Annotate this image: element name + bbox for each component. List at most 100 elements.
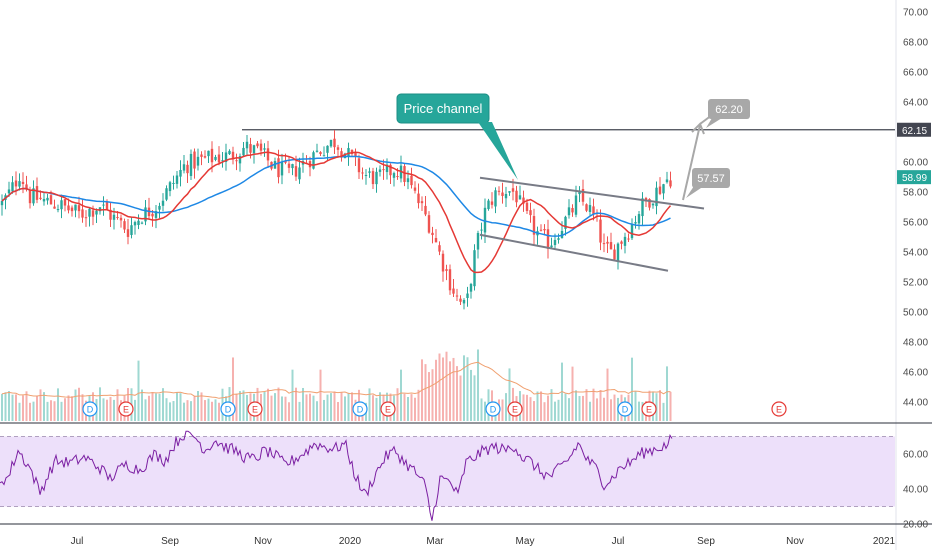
candle-body	[462, 300, 466, 304]
candle-body	[438, 245, 441, 252]
volume-bar	[18, 402, 21, 421]
earnings-marker	[771, 401, 787, 417]
candle-body	[182, 164, 186, 171]
candle-body	[95, 210, 98, 215]
volume-bar	[197, 390, 199, 421]
volume-bar	[281, 396, 283, 421]
volume-bar	[323, 399, 325, 421]
candle-body	[98, 207, 102, 212]
target-label-57-pointer	[686, 186, 704, 198]
candle-body	[469, 283, 473, 292]
volume-bar	[463, 355, 465, 421]
volume-bar	[316, 401, 318, 421]
rsi-tick-label: 20.00	[903, 520, 928, 531]
volume-bar	[592, 388, 595, 421]
candle-body	[280, 161, 284, 176]
candle-body	[210, 148, 214, 163]
volume-bar	[666, 366, 668, 421]
volume-bar	[312, 395, 315, 421]
candle-body	[441, 253, 445, 272]
time-tick-label: Mar	[426, 536, 444, 547]
candle-body	[18, 181, 21, 187]
candle-body	[112, 214, 116, 220]
volume-bar	[106, 399, 108, 421]
candle-body	[529, 210, 532, 216]
candle-body	[662, 184, 665, 194]
candle-body	[291, 164, 294, 169]
volume-bar	[29, 402, 31, 421]
candle-body	[63, 199, 67, 206]
candle-body	[49, 195, 53, 205]
volume-bar	[246, 394, 248, 421]
candle-body	[546, 229, 550, 249]
candle-body	[294, 166, 298, 177]
candle-body	[455, 295, 459, 297]
candle-body	[126, 229, 130, 237]
price-tick-label: 52.00	[903, 278, 928, 289]
candle-body	[42, 198, 46, 202]
earnings-marker-label: E	[512, 405, 518, 415]
volume-bar	[508, 368, 511, 421]
volume-bar	[193, 396, 196, 421]
time-tick-label: May	[516, 536, 535, 547]
price-tick-label: 64.00	[903, 98, 928, 109]
volume-bar	[417, 389, 420, 421]
candle-body	[599, 219, 602, 243]
volume-bar	[270, 395, 273, 421]
candle-body	[336, 147, 340, 150]
candle-body	[266, 148, 270, 161]
candle-body	[193, 151, 196, 169]
candle-body	[364, 175, 368, 177]
volume-bar	[603, 397, 605, 421]
volume-bar	[144, 399, 147, 421]
volume-bar	[288, 402, 290, 421]
candle-body	[592, 206, 595, 215]
candle-body	[224, 152, 228, 163]
candle-body	[564, 216, 567, 229]
volume-bar	[277, 387, 280, 421]
volume-bar	[218, 402, 220, 421]
candle-body	[21, 181, 25, 185]
candle-body	[609, 242, 613, 250]
volume-bar	[302, 387, 304, 421]
candle-body	[46, 197, 49, 201]
current-price-text: 58.99	[902, 173, 927, 184]
channel-lower-line	[479, 233, 669, 272]
volume-bar	[298, 401, 301, 421]
candle-body	[189, 153, 193, 176]
volume-bar	[585, 389, 588, 421]
volume-bar	[571, 366, 574, 421]
dividend-marker	[485, 401, 501, 417]
volume-bar	[330, 393, 332, 421]
time-tick-label: Nov	[254, 536, 272, 547]
volume-bar	[8, 391, 10, 421]
target-label-62-pointer	[706, 118, 722, 128]
candle-body	[459, 298, 462, 302]
candle-body	[245, 141, 249, 149]
volume-bar	[568, 398, 570, 421]
volume-bar	[71, 396, 73, 421]
candle-body	[102, 204, 105, 206]
candle-body	[11, 182, 14, 192]
candle-body	[378, 169, 382, 172]
earnings-marker-label: E	[385, 405, 391, 415]
volume-bar	[155, 393, 157, 421]
candle-body	[315, 150, 319, 152]
candle-body	[350, 149, 354, 154]
time-tick-label: 2021	[873, 536, 896, 547]
volume-bar	[484, 401, 486, 421]
rsi-line	[0, 430, 673, 521]
resistance-price-text: 62.15	[902, 126, 927, 137]
volume-bar	[662, 402, 665, 421]
volume-bar	[36, 396, 38, 421]
volume-bar	[529, 397, 532, 421]
candle-body	[319, 152, 322, 155]
volume-bar	[319, 369, 322, 421]
volume-bar	[67, 395, 70, 421]
earnings-marker-label: E	[776, 405, 782, 415]
candle-body	[77, 205, 81, 212]
candle-body	[452, 288, 455, 294]
volume-bar	[501, 399, 504, 421]
